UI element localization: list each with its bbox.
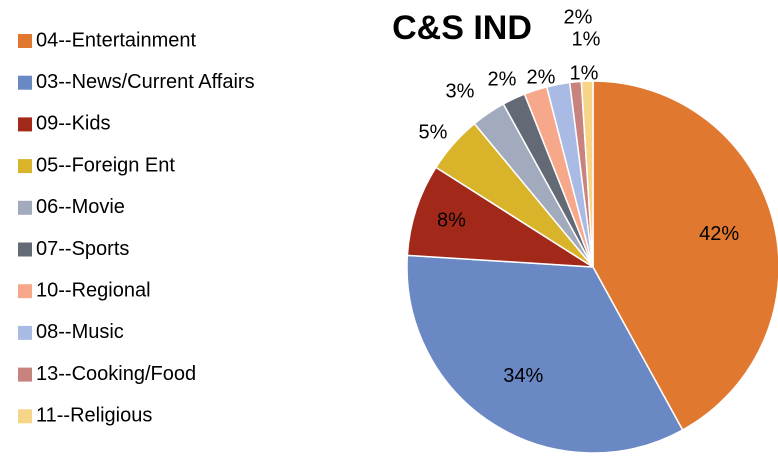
legend-label: 11--Religious <box>36 405 152 427</box>
pie-slice <box>406 254 684 454</box>
legend-swatch <box>18 117 32 132</box>
legend-swatch <box>18 242 32 257</box>
legend-label: 03--News/Current Affairs <box>36 71 255 93</box>
pie-slice <box>592 80 778 432</box>
data-label: 5% <box>419 121 448 143</box>
legend-swatch <box>18 159 32 174</box>
data-label: 8% <box>437 209 466 231</box>
legend-swatch <box>18 409 32 424</box>
chart-title: C&S IND <box>392 9 532 47</box>
legend-label: 08--Music <box>36 321 124 343</box>
legend-swatch <box>18 75 32 90</box>
legend-swatch <box>18 325 32 340</box>
pie-slice <box>406 166 594 268</box>
legend-swatch <box>18 200 32 215</box>
legend-label: 06--Movie <box>36 196 125 218</box>
legend-label: 07--Sports <box>36 238 129 260</box>
data-label: 1% <box>572 28 601 50</box>
legend-swatch <box>18 284 32 299</box>
legend-swatch <box>18 34 32 48</box>
legend-swatch <box>18 367 32 382</box>
data-label: 42% <box>699 223 739 245</box>
data-label: 2% <box>488 68 517 90</box>
legend-label: 10--Regional <box>36 279 151 301</box>
legend-label: 05--Foreign Ent <box>36 154 175 176</box>
legend-label: 09--Kids <box>36 113 110 135</box>
legend-label: 04--Entertainment <box>36 29 197 51</box>
data-label: 1% <box>570 62 599 84</box>
data-label: 2% <box>564 6 593 28</box>
pie-slice <box>580 80 594 268</box>
data-label: 2% <box>527 66 556 88</box>
data-label: 34% <box>503 365 543 387</box>
data-label: 3% <box>446 80 475 102</box>
legend-label: 13--Cooking/Food <box>36 363 196 385</box>
